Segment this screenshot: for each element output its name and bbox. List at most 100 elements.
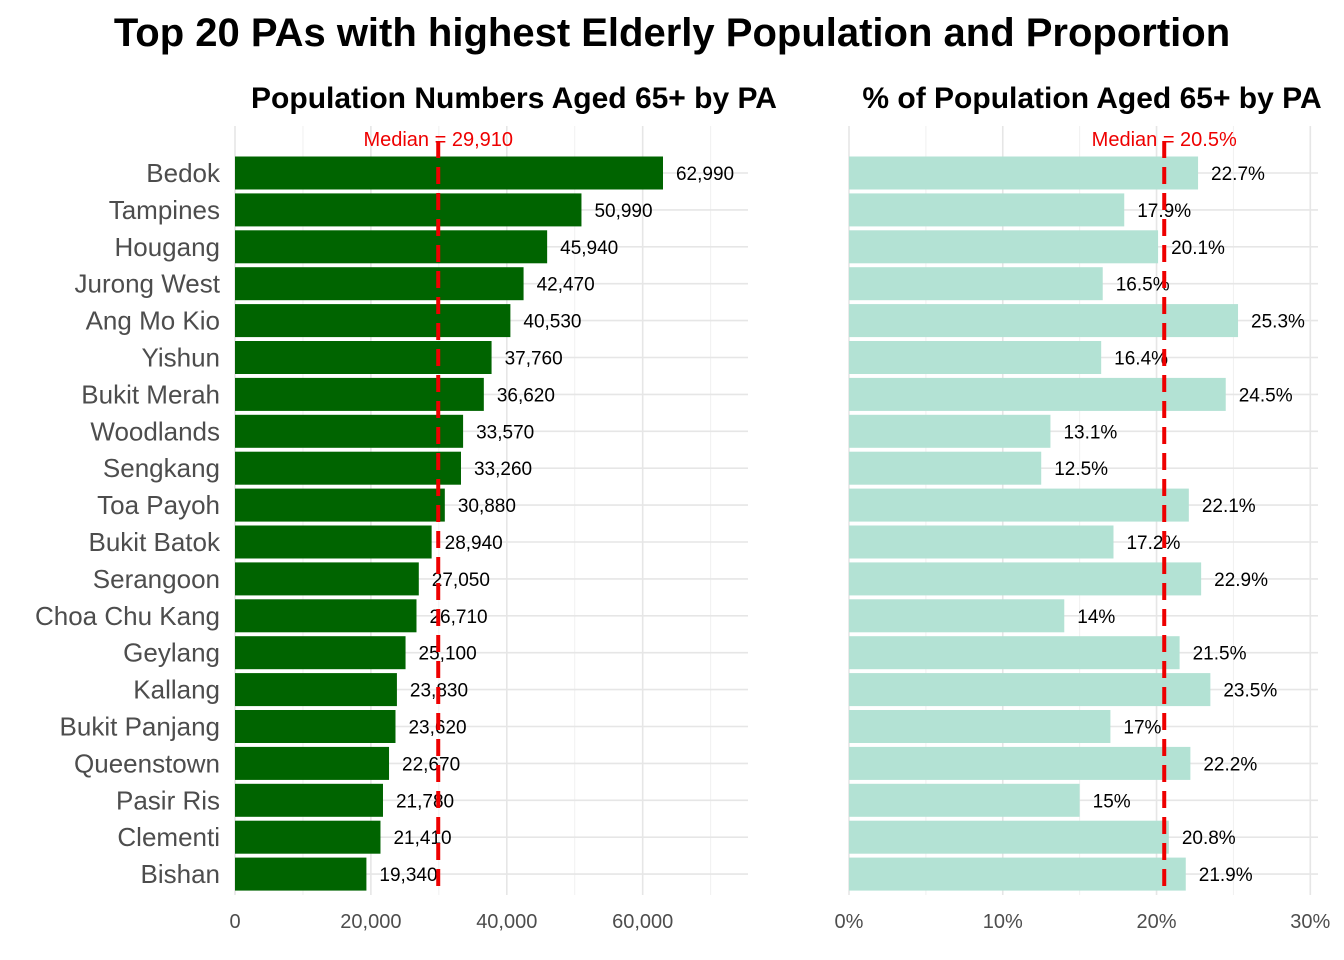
pop-bar: [235, 562, 419, 596]
pct-bar: [849, 857, 1186, 891]
category-label: Kallang: [133, 675, 220, 705]
pct-value-label: 22.7%: [1211, 164, 1265, 185]
pct-x-tick-label: 20%: [1137, 911, 1177, 933]
category-label: Clementi: [117, 822, 220, 852]
category-label: Bukit Batok: [88, 527, 221, 557]
pct-value-label: 20.1%: [1171, 238, 1225, 259]
pop-bar: [235, 156, 663, 190]
pop-bar: [235, 451, 461, 485]
pct-bar: [849, 414, 1051, 448]
pct-value-label: 13.1%: [1063, 422, 1117, 443]
pct-bar: [849, 488, 1189, 522]
pct-value-label: 22.2%: [1203, 754, 1257, 775]
category-axis-labels: Bedok Tampines Hougang Jurong West Ang Mo Ki…: [35, 158, 221, 889]
pop-value-label: 50,990: [594, 201, 652, 222]
pop-value-label: 22,670: [402, 754, 460, 775]
pct-bar: [849, 710, 1111, 743]
pct-bar: [849, 820, 1169, 854]
category-label: Woodlands: [90, 416, 220, 446]
pop-value-label: 19,340: [379, 865, 437, 886]
pop-value-label: 25,100: [419, 644, 477, 665]
right-panel-percentage: % of Population Aged 65+ by PA 22.7% 17.9…: [835, 82, 1331, 933]
pop-bars: [235, 156, 663, 891]
pct-bar: [849, 599, 1065, 633]
pop-median-label: Median = 29,910: [363, 129, 513, 151]
category-label: Bishan: [141, 859, 221, 889]
pop-value-label: 62,990: [676, 164, 734, 185]
pct-value-label: 21.9%: [1199, 865, 1253, 886]
pop-bar: [235, 673, 397, 707]
pop-bar: [235, 525, 432, 559]
pop-bar: [235, 193, 582, 227]
pop-bar: [235, 377, 484, 411]
pct-bar: [849, 673, 1211, 707]
pop-value-label: 26,710: [429, 607, 487, 628]
pop-bar: [235, 230, 548, 264]
pop-bar: [235, 820, 381, 854]
pct-bar: [849, 562, 1202, 596]
left-panel-title: Population Numbers Aged 65+ by PA: [251, 82, 777, 115]
category-label: Ang Mo Kio: [86, 306, 220, 336]
pop-value-label: 33,260: [474, 459, 532, 480]
pop-value-label: 40,530: [523, 312, 581, 333]
category-label: Tampines: [109, 195, 220, 225]
category-label: Choa Chu Kang: [35, 601, 220, 631]
category-label: Serangoon: [93, 564, 220, 594]
category-label: Geylang: [123, 638, 220, 668]
chart-title: Top 20 PAs with highest Elderly Populati…: [114, 11, 1230, 55]
pct-value-label: 21.5%: [1193, 644, 1247, 665]
pct-value-label: 16.5%: [1116, 275, 1170, 296]
pct-x-tick-label: 30%: [1290, 911, 1330, 933]
pop-bar: [235, 267, 524, 301]
pct-bar: [849, 783, 1080, 817]
pop-x-tick-label: 0: [229, 911, 240, 933]
pct-bar: [849, 341, 1102, 374]
pct-bar: [849, 525, 1114, 559]
pct-bars: [849, 156, 1239, 891]
pop-bar: [235, 599, 417, 633]
pct-value-label: 23.5%: [1223, 681, 1277, 702]
pop-value-label: 45,940: [560, 238, 618, 259]
pop-value-label: 21,780: [396, 791, 454, 812]
right-panel-title: % of Population Aged 65+ by PA: [862, 82, 1321, 115]
category-label: Bukit Panjang: [60, 712, 220, 742]
pct-value-label: 22.9%: [1214, 570, 1268, 591]
category-label: Yishun: [141, 343, 220, 373]
pct-bar: [849, 156, 1199, 190]
pop-bar: [235, 341, 492, 374]
pop-x-axis-ticks: 0 20,000 40,000 60,000: [229, 911, 673, 933]
category-label: Sengkang: [103, 453, 220, 483]
pct-value-label: 16.4%: [1114, 349, 1168, 370]
pop-bar: [235, 488, 445, 522]
pct-value-label: 24.5%: [1239, 385, 1293, 406]
pct-x-axis-ticks: 0% 10% 20% 30%: [835, 911, 1331, 933]
pct-value-label: 17%: [1123, 718, 1161, 739]
pct-bar: [849, 377, 1226, 411]
category-label: Hougang: [114, 232, 220, 262]
pct-bar: [849, 636, 1180, 670]
pop-value-labels: 62,990 50,990 45,940 42,470 40,530 37,760 36,6…: [379, 164, 734, 886]
pop-bar: [235, 636, 406, 670]
pop-value-label: 28,940: [445, 533, 503, 554]
pop-bar: [235, 783, 383, 817]
pop-x-tick-label: 60,000: [612, 911, 673, 933]
pct-value-labels: 22.7% 17.9% 20.1%16.5% 25.3% 16.4% 24.5% 13.1%…: [1054, 164, 1305, 886]
pct-bar: [849, 230, 1159, 264]
pop-x-tick-label: 20,000: [340, 911, 401, 933]
pct-value-label: 20.8%: [1182, 828, 1236, 849]
pop-bar: [235, 857, 367, 891]
left-panel-population-numbers: Population Numbers Aged 65+ by PA 62,990…: [35, 82, 777, 933]
pct-value-label: 17.9%: [1137, 201, 1191, 222]
category-label: Jurong West: [75, 269, 221, 299]
pct-value-label: 14%: [1077, 607, 1115, 628]
pct-bar: [849, 746, 1191, 780]
category-label: Toa Payoh: [97, 490, 220, 520]
pop-bar: [235, 304, 511, 338]
pct-bar: [849, 267, 1103, 301]
pct-bar: [849, 451, 1042, 485]
pct-value-label: 22.1%: [1202, 496, 1256, 517]
pop-value-label: 30,880: [458, 496, 516, 517]
pop-value-label: 36,620: [497, 385, 555, 406]
pct-value-label: 25.3%: [1251, 312, 1305, 333]
